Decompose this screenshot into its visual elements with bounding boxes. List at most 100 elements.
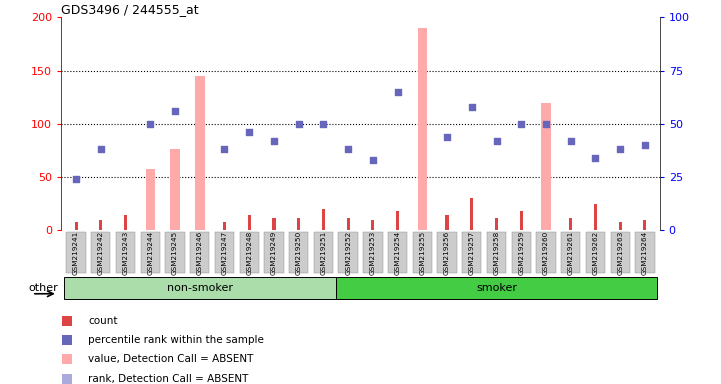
Point	[218, 146, 230, 152]
Point	[565, 138, 577, 144]
Point	[491, 138, 503, 144]
Text: other: other	[28, 283, 58, 293]
Bar	[322, 209, 325, 230]
Bar	[170, 149, 180, 230]
FancyBboxPatch shape	[462, 232, 482, 273]
FancyBboxPatch shape	[512, 232, 531, 273]
Text: GSM219251: GSM219251	[320, 230, 327, 275]
FancyBboxPatch shape	[635, 232, 655, 273]
Point	[268, 138, 280, 144]
FancyBboxPatch shape	[66, 232, 86, 273]
Point	[367, 157, 379, 163]
Point	[540, 121, 552, 127]
Point	[614, 146, 626, 152]
FancyBboxPatch shape	[611, 232, 630, 273]
Text: GSM219256: GSM219256	[444, 230, 450, 275]
Bar	[124, 215, 127, 230]
Bar	[594, 204, 597, 230]
Bar	[520, 211, 523, 230]
Bar	[248, 215, 251, 230]
Bar	[470, 199, 473, 230]
Point	[61, 318, 73, 324]
FancyBboxPatch shape	[289, 232, 309, 273]
FancyBboxPatch shape	[388, 232, 407, 273]
FancyBboxPatch shape	[487, 232, 506, 273]
FancyBboxPatch shape	[239, 232, 259, 273]
FancyBboxPatch shape	[412, 232, 432, 273]
Point	[61, 337, 73, 343]
Text: GSM219258: GSM219258	[493, 230, 500, 275]
Bar	[417, 28, 427, 230]
Text: GSM219252: GSM219252	[345, 230, 351, 275]
Text: GDS3496 / 244555_at: GDS3496 / 244555_at	[61, 3, 199, 16]
Text: GSM219242: GSM219242	[98, 230, 104, 275]
Text: GSM219260: GSM219260	[543, 230, 549, 275]
Text: GSM219261: GSM219261	[567, 230, 574, 275]
Text: GSM219259: GSM219259	[518, 230, 524, 275]
Point	[392, 89, 403, 95]
Text: GSM219262: GSM219262	[593, 230, 598, 275]
Text: non-smoker: non-smoker	[167, 283, 233, 293]
FancyBboxPatch shape	[363, 232, 383, 273]
Text: GSM219250: GSM219250	[296, 230, 301, 275]
Text: GSM219249: GSM219249	[271, 230, 277, 275]
Point	[169, 3, 181, 10]
Point	[244, 129, 255, 136]
Bar	[541, 103, 551, 230]
FancyBboxPatch shape	[91, 232, 110, 273]
Point	[516, 121, 527, 127]
Bar	[223, 222, 226, 230]
Text: GSM219246: GSM219246	[197, 230, 203, 275]
Bar	[273, 218, 275, 230]
FancyBboxPatch shape	[585, 232, 605, 273]
Text: smoker: smoker	[476, 283, 517, 293]
Bar	[371, 220, 374, 230]
Text: GSM219263: GSM219263	[617, 230, 623, 275]
Point	[293, 121, 304, 127]
Text: GSM219245: GSM219245	[172, 230, 178, 275]
Point	[342, 146, 354, 152]
Text: value, Detection Call = ABSENT: value, Detection Call = ABSENT	[88, 354, 254, 364]
Point	[95, 146, 107, 152]
FancyBboxPatch shape	[116, 232, 136, 273]
Point	[318, 121, 329, 127]
Bar	[396, 211, 399, 230]
Point	[466, 104, 477, 110]
FancyBboxPatch shape	[63, 277, 336, 299]
Bar	[347, 218, 350, 230]
Text: GSM219247: GSM219247	[221, 230, 228, 275]
FancyBboxPatch shape	[265, 232, 283, 273]
Bar	[569, 218, 572, 230]
FancyBboxPatch shape	[438, 232, 456, 273]
Bar	[619, 222, 622, 230]
Bar	[74, 222, 78, 230]
Point	[590, 155, 601, 161]
Text: count: count	[88, 316, 118, 326]
Point	[61, 376, 73, 382]
Text: GSM219244: GSM219244	[147, 230, 154, 275]
Text: GSM219255: GSM219255	[420, 230, 425, 275]
FancyBboxPatch shape	[561, 232, 580, 273]
Text: GSM219264: GSM219264	[642, 230, 648, 275]
Bar	[99, 220, 102, 230]
FancyBboxPatch shape	[536, 232, 556, 273]
Bar	[643, 220, 647, 230]
Text: GSM219241: GSM219241	[73, 230, 79, 275]
Point	[169, 108, 181, 114]
Text: percentile rank within the sample: percentile rank within the sample	[88, 335, 264, 345]
FancyBboxPatch shape	[165, 232, 185, 273]
FancyBboxPatch shape	[338, 232, 358, 273]
Bar	[297, 218, 300, 230]
Point	[71, 176, 82, 182]
FancyBboxPatch shape	[336, 277, 658, 299]
FancyBboxPatch shape	[190, 232, 209, 273]
Point	[144, 121, 156, 127]
Bar	[495, 218, 498, 230]
Bar	[195, 76, 205, 230]
Text: GSM219243: GSM219243	[123, 230, 128, 275]
FancyBboxPatch shape	[141, 232, 160, 273]
Text: GSM219248: GSM219248	[247, 230, 252, 275]
Text: GSM219254: GSM219254	[394, 230, 401, 275]
FancyBboxPatch shape	[215, 232, 234, 273]
Text: GSM219257: GSM219257	[469, 230, 474, 275]
